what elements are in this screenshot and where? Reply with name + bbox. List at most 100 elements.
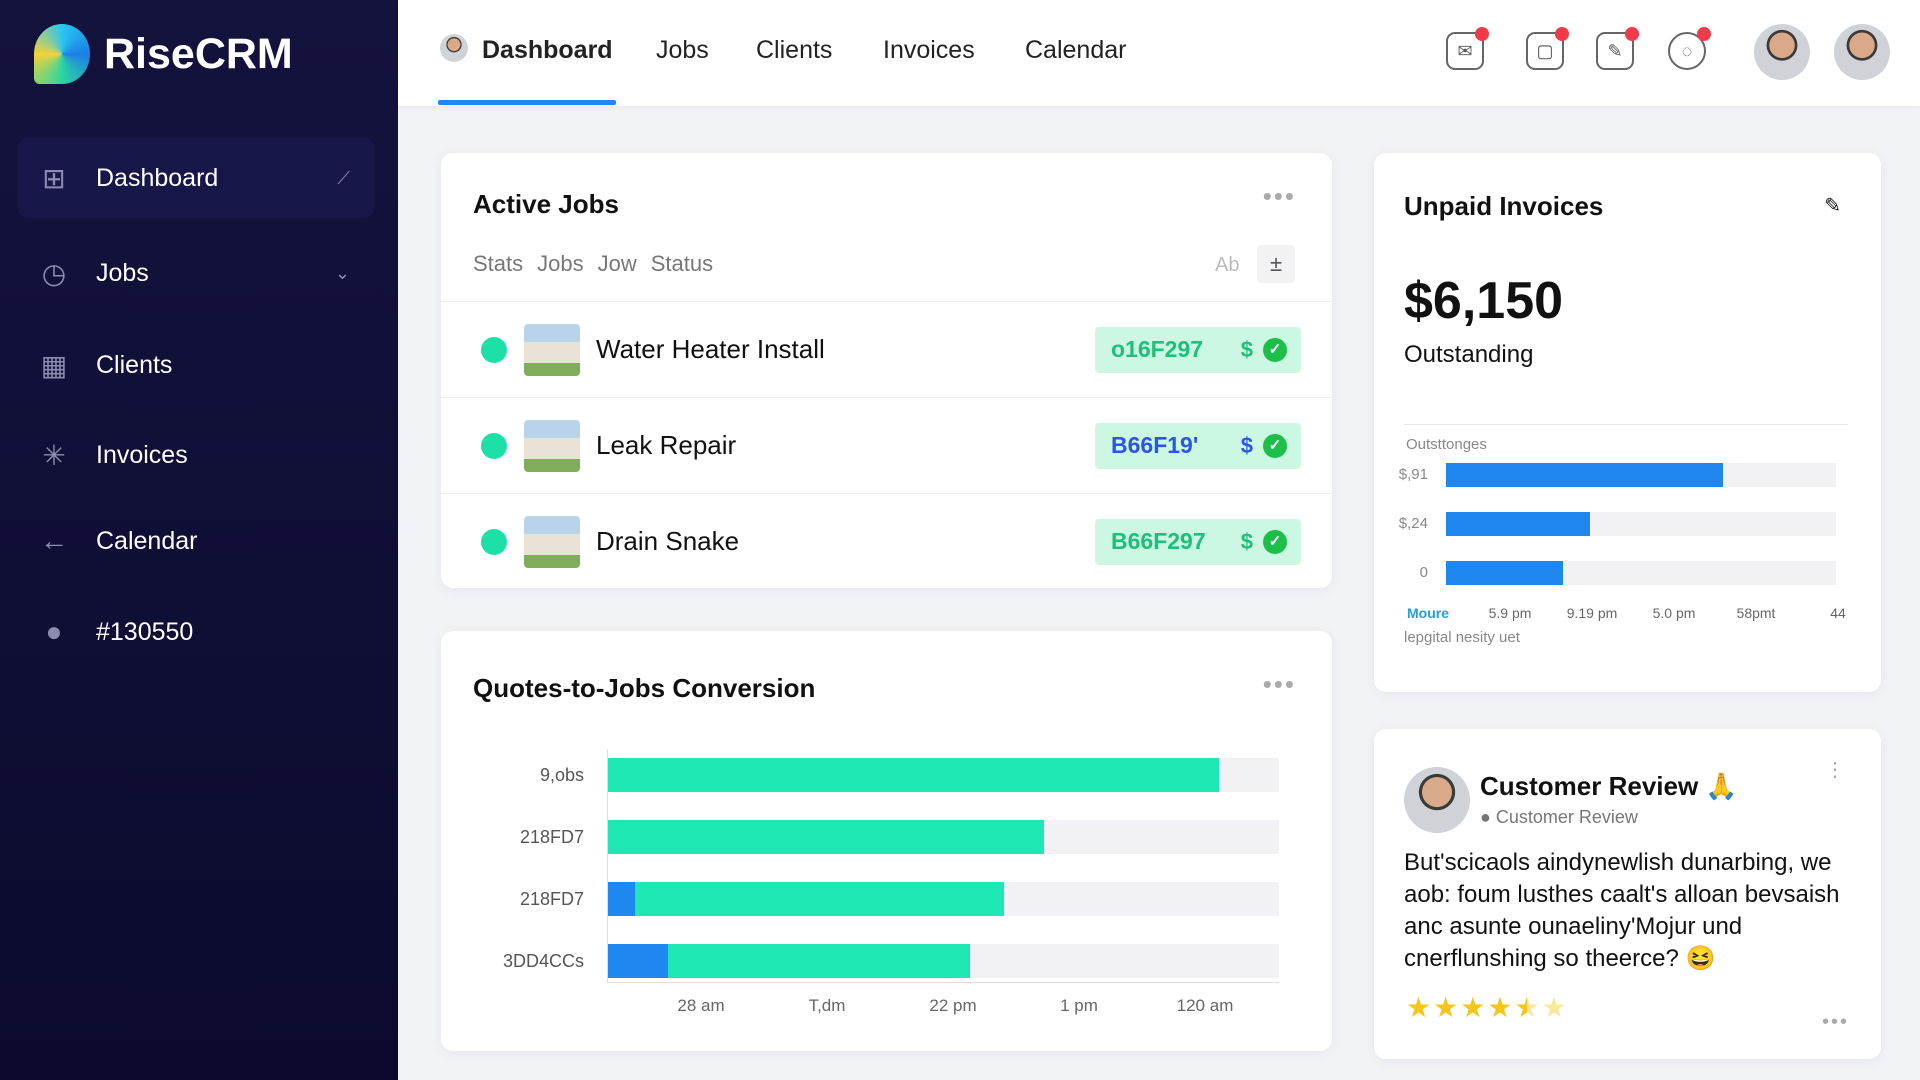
x-tick-label: 28 am: [677, 996, 725, 1015]
customer-review-card: Customer Review 🙏 ● Customer Review ⋮ Bu…: [1374, 729, 1881, 1059]
y-tick-label: 3DD4CCs: [502, 951, 584, 971]
x-tick-label: 1 pm: [1060, 996, 1098, 1015]
more-icon[interactable]: •••: [1262, 181, 1296, 211]
x-tick-label: 5.0 pm: [1652, 605, 1696, 621]
review-subtitle: ● Customer Review: [1480, 807, 1638, 827]
bar: [608, 820, 1045, 854]
bar: [1446, 463, 1723, 487]
sidebar-item-label: #130550: [96, 617, 194, 646]
card-title: Quotes-to-Jobs Conversion: [473, 673, 816, 703]
job-code: B66F19': [1111, 432, 1199, 458]
bar: [608, 758, 1219, 792]
check-icon: ✓: [1263, 529, 1287, 554]
more-vertical-icon[interactable]: ⋮: [1825, 759, 1845, 781]
star-rating: ★ ★ ★ ★ ★ ★: [1406, 991, 1567, 1024]
y-tick-label: $,91: [1398, 466, 1428, 483]
sidebar-item-account[interactable]: ● #130550: [18, 592, 374, 672]
status-badge: B66F19' $ ✓: [1095, 422, 1301, 469]
unpaid-invoices-card: Unpaid Invoices ✎ $6,150 Outstanding Out…: [1374, 153, 1881, 692]
bar-track: [1446, 463, 1836, 487]
bar-track: [608, 944, 1279, 978]
x-axis: [607, 982, 1279, 983]
job-code: o16F297: [1111, 336, 1204, 362]
tab-invoices[interactable]: Invoices: [883, 36, 975, 64]
y-axis: [607, 749, 608, 983]
x-tick-label: T,dm: [808, 996, 846, 1015]
top-nav: Dashboard Jobs Clients Invoices Calendar…: [398, 0, 1920, 106]
job-name: Leak Repair: [596, 430, 737, 460]
x-tick-label: Moure: [1407, 605, 1449, 621]
sidebar-item-label: Clients: [96, 350, 173, 379]
calendar-icon: ▦: [40, 349, 68, 381]
review-subtitle-text: Customer Review: [1495, 807, 1638, 827]
avatar[interactable]: [1754, 24, 1810, 80]
house-image: [524, 515, 580, 568]
bar: [608, 944, 669, 978]
subtabs: Stats Jobs Jow Status: [473, 251, 713, 277]
bar: [608, 882, 635, 916]
chevron-down-icon: ⌄: [334, 262, 350, 283]
table-row[interactable]: Water Heater Install o16F297 $ ✓: [441, 301, 1332, 397]
tab-jobs[interactable]: Jobs: [656, 36, 709, 64]
avatar: [440, 34, 468, 62]
card-title: Active Jobs: [473, 189, 619, 219]
edit-icon: ⟋: [337, 167, 350, 188]
x-tick-label: 58pmt: [1736, 605, 1776, 621]
bar: [1446, 512, 1591, 536]
subtab-stats[interactable]: Stats: [473, 251, 524, 276]
conversion-chart: 9,obs 218FD7 218FD7 3DD4CCs 28 am T,dm 22 pm 1 …: [441, 631, 1332, 1051]
sidebar-item-calendar[interactable]: ← Calendar: [18, 501, 374, 581]
x-tick-label: 9.19 pm: [1566, 605, 1618, 621]
review-text: But'scicaols aindynewlish dunarbing, we …: [1404, 849, 1840, 972]
status-dot: [481, 528, 507, 555]
sidebar-item-clients[interactable]: ▦ Clients: [18, 325, 374, 405]
subtab-jobs[interactable]: Jobs: [537, 251, 584, 276]
emoji-icon: 🙏: [1705, 771, 1738, 801]
job-name: Drain Snake: [596, 526, 740, 556]
font-tool[interactable]: Ab: [1215, 254, 1240, 276]
sidebar-item-dashboard[interactable]: ⊞ Dashboard ⟋: [18, 138, 374, 218]
x-tick-label: 5.9 pm: [1488, 605, 1532, 621]
user-avatar[interactable]: [1834, 24, 1890, 80]
notification-icon[interactable]: ◌: [1668, 27, 1711, 70]
star-icon: ★: [1460, 992, 1486, 1023]
user-icon: ●: [45, 616, 63, 647]
arrow-icon: ←: [40, 525, 68, 556]
y-tick-label: $,24: [1398, 515, 1428, 532]
chat-icon[interactable]: ✉: [1446, 27, 1489, 70]
table-row[interactable]: Leak Repair B66F19' $ ✓: [441, 397, 1332, 493]
more-icon[interactable]: •••: [1262, 669, 1296, 699]
tag-icon[interactable]: ✎: [1596, 27, 1639, 70]
job-name: Water Heater Install: [596, 334, 825, 364]
subtab-status[interactable]: Status: [650, 251, 714, 276]
tab-clients[interactable]: Clients: [756, 36, 833, 64]
table-row[interactable]: Drain Snake B66F297 $ ✓: [441, 493, 1332, 589]
outstanding-chart: $,91 $,24 0 Moure 5.9 pm 9.19 pm 5.0 pm 58pmt 44: [1374, 153, 1881, 692]
add-icon[interactable]: ±: [1257, 245, 1295, 283]
message-icon[interactable]: ▢: [1526, 27, 1569, 70]
y-tick-label: 218FD7: [519, 889, 584, 909]
chart-footer: lepgital nesity uet: [1404, 629, 1520, 646]
tab-dashboard[interactable]: Dashboard: [482, 36, 613, 64]
sidebar: RiseCRM ⊞ Dashboard ⟋ ◷ Jobs ⌄ ▦ Clients ✳ Inv…: [0, 0, 398, 1080]
star-icon: ★: [1487, 992, 1513, 1023]
x-tick-label: 120 am: [1176, 996, 1234, 1015]
sidebar-item-invoices[interactable]: ✳ Invoices: [18, 415, 374, 495]
check-icon: ✓: [1263, 433, 1287, 458]
tab-calendar[interactable]: Calendar: [1025, 36, 1127, 64]
bar-track: [608, 820, 1279, 854]
edit-icon[interactable]: ✎: [1824, 195, 1841, 217]
logo[interactable]: RiseCRM: [34, 24, 293, 84]
dollar-icon: $: [1240, 432, 1253, 458]
star-icon: ★: [1541, 992, 1567, 1023]
bar: [1446, 561, 1563, 585]
subtab-jow[interactable]: Jow: [597, 251, 637, 276]
more-icon[interactable]: •••: [1821, 1011, 1849, 1033]
star-burst-icon: ✳: [42, 439, 66, 471]
y-tick-label: 9,obs: [539, 765, 584, 785]
outstanding-label: Outstanding: [1404, 341, 1534, 368]
sidebar-item-label: Jobs: [96, 258, 149, 287]
star-icon: ★: [1433, 992, 1459, 1023]
sidebar-item-jobs[interactable]: ◷ Jobs ⌄: [18, 233, 374, 313]
sidebar-item-label: Invoices: [96, 440, 188, 469]
